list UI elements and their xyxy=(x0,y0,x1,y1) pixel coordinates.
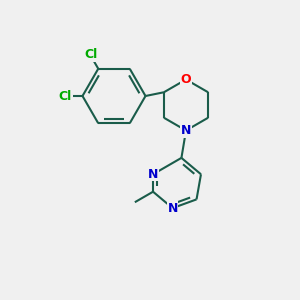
Text: N: N xyxy=(148,168,158,181)
Text: Cl: Cl xyxy=(85,48,98,62)
Text: N: N xyxy=(167,202,178,214)
Text: Cl: Cl xyxy=(59,89,72,103)
Text: N: N xyxy=(181,124,191,137)
Text: O: O xyxy=(181,73,191,86)
